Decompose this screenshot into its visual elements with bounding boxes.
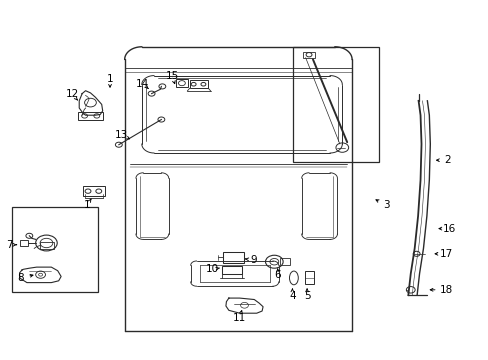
Bar: [40, 242, 54, 249]
Text: 3: 3: [382, 200, 389, 210]
Text: 1: 1: [106, 74, 113, 84]
Bar: [189, 80, 208, 88]
Text: 9: 9: [249, 255, 256, 265]
Bar: [176, 79, 188, 87]
Bar: [303, 52, 315, 58]
Text: 7: 7: [6, 240, 13, 250]
Bar: [305, 271, 313, 284]
Bar: [20, 240, 28, 246]
Bar: [78, 112, 102, 120]
Text: 4: 4: [288, 291, 295, 301]
Text: 10: 10: [206, 264, 219, 274]
Bar: [223, 252, 244, 263]
Text: 8: 8: [17, 273, 24, 283]
Text: 11: 11: [232, 312, 246, 323]
Text: 1: 1: [83, 200, 90, 210]
Text: 17: 17: [438, 249, 452, 259]
Text: 12: 12: [65, 89, 79, 99]
Bar: [222, 266, 242, 274]
Text: 13: 13: [114, 130, 128, 140]
Bar: [293, 47, 378, 162]
Text: 5: 5: [303, 291, 310, 301]
Text: 6: 6: [274, 270, 281, 280]
Text: 15: 15: [165, 71, 179, 81]
Text: 16: 16: [442, 224, 456, 234]
Bar: [12, 207, 98, 292]
Text: 18: 18: [438, 285, 452, 295]
Bar: [83, 186, 105, 196]
Text: 2: 2: [443, 155, 450, 165]
Bar: [280, 258, 289, 265]
Text: 14: 14: [136, 78, 149, 89]
